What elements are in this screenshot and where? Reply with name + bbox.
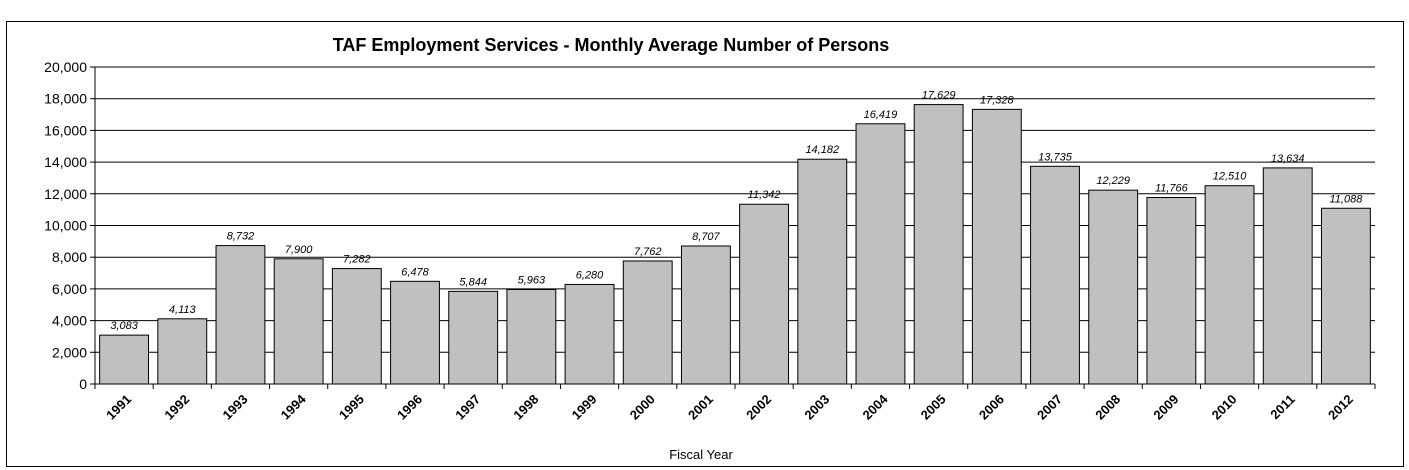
x-axis-label: Fiscal Year <box>669 447 733 462</box>
data-label-2006: 17,328 <box>980 94 1015 106</box>
y-tick-labels: 0 2,000 4,000 6,000 8,000 10,000 12,000 14,000 1… <box>44 59 87 392</box>
data-label-2004: 16,419 <box>864 109 898 121</box>
bar-1996 <box>390 280 440 385</box>
x-tick-label-1998: 1998 <box>510 392 541 423</box>
bar-1998 <box>506 288 557 385</box>
bar-2002 <box>739 203 790 385</box>
x-tick-label-2000: 2000 <box>627 392 658 423</box>
bars <box>99 104 1371 385</box>
chart-title: TAF Employment Services - Monthly Averag… <box>333 35 889 55</box>
x-tick-label-2001: 2001 <box>685 392 716 423</box>
x-tick-label-2004: 2004 <box>860 391 892 423</box>
data-label-2011: 13,634 <box>1271 153 1305 165</box>
x-tick-label-2011: 2011 <box>1267 392 1298 423</box>
data-label-1991: 3,083 <box>110 320 138 332</box>
y-tick-label: 4,000 <box>52 313 87 329</box>
data-label-2005: 17,629 <box>922 90 956 102</box>
data-labels: 3,083 4,113 8,732 7,900 7,282 6,478 5,844 5,963… <box>110 90 1363 333</box>
data-label-1996: 6,478 <box>401 266 429 278</box>
data-label-1998: 5,963 <box>518 274 546 286</box>
data-label-2001: 8,707 <box>692 231 720 243</box>
y-tick-label: 20,000 <box>44 59 87 75</box>
y-tick-label: 10,000 <box>44 218 87 234</box>
axes <box>90 66 1376 389</box>
bar-1993 <box>215 245 266 385</box>
data-label-2008: 12,229 <box>1096 175 1130 187</box>
x-tick-label-2008: 2008 <box>1092 392 1123 423</box>
y-tick-label: 16,000 <box>44 122 87 138</box>
y-tick-label: 6,000 <box>52 281 87 297</box>
bar-2005 <box>913 104 964 385</box>
data-label-2010: 12,510 <box>1213 171 1248 183</box>
bar-2008 <box>1088 189 1139 385</box>
bar-2012 <box>1320 207 1371 385</box>
bar-1991 <box>99 334 150 385</box>
bar-2003 <box>797 158 848 385</box>
y-tick-label: 0 <box>79 376 87 392</box>
bar-1995 <box>331 268 382 385</box>
y-tick-label: 18,000 <box>44 91 87 107</box>
x-tick-label-1991: 1991 <box>103 392 134 423</box>
chart-frame: TAF Employment Services - Monthly Averag… <box>6 21 1404 467</box>
bar-2006 <box>971 108 1022 385</box>
data-label-2002: 11,342 <box>748 189 781 201</box>
bar-1997 <box>448 290 499 385</box>
x-tick-label-1996: 1996 <box>394 392 425 423</box>
x-tick-label-2012: 2012 <box>1325 392 1356 423</box>
x-tick-label-1993: 1993 <box>220 392 251 423</box>
x-tick-label-1992: 1992 <box>161 392 192 423</box>
x-tick-label-2007: 2007 <box>1034 392 1065 423</box>
y-tick-label: 12,000 <box>44 186 87 202</box>
bar-2007 <box>1030 165 1080 385</box>
data-label-1994: 7,900 <box>285 244 313 256</box>
x-tick-labels: 1991 1992 1993 1994 1995 1996 1997 1998 1999 2000… <box>103 391 1356 423</box>
x-tick-label-2005: 2005 <box>918 392 949 423</box>
data-label-2003: 14,182 <box>805 144 839 156</box>
bar-1999 <box>564 283 615 385</box>
x-tick-label-2006: 2006 <box>976 392 1007 423</box>
bar-2001 <box>680 245 731 385</box>
data-label-1999: 6,280 <box>576 269 604 281</box>
bar-2011 <box>1262 167 1313 385</box>
bar-2004 <box>855 123 906 385</box>
y-tick-label: 2,000 <box>52 344 87 360</box>
x-tick-label-2010: 2010 <box>1209 392 1240 423</box>
x-tick-label-1994: 1994 <box>278 391 310 423</box>
data-label-1997: 5,844 <box>459 276 487 288</box>
data-label-2012: 11,088 <box>1329 193 1363 205</box>
data-label-2007: 13,735 <box>1038 151 1073 163</box>
chart-svg: TAF Employment Services - Monthly Averag… <box>44 35 1376 462</box>
data-label-1993: 8,732 <box>227 231 255 243</box>
x-tick-label-1999: 1999 <box>569 392 600 423</box>
data-label-1995: 7,282 <box>343 254 371 266</box>
y-tick-label: 8,000 <box>52 249 87 265</box>
bar-1994 <box>273 258 324 385</box>
data-label-2000: 7,762 <box>634 246 662 258</box>
bar-2009 <box>1146 197 1197 385</box>
x-tick-label-1995: 1995 <box>336 392 367 423</box>
bar-2010 <box>1204 185 1255 385</box>
data-label-2009: 11,766 <box>1155 183 1189 195</box>
y-tick-label: 14,000 <box>44 154 87 170</box>
x-tick-label-2002: 2002 <box>743 392 774 423</box>
x-tick-label-2003: 2003 <box>801 392 832 423</box>
x-tick-label-1997: 1997 <box>452 392 483 423</box>
x-tick-label-2009: 2009 <box>1150 392 1181 423</box>
bar-1992 <box>157 318 208 385</box>
data-label-1992: 4,113 <box>169 304 197 316</box>
bar-2000 <box>622 260 673 385</box>
